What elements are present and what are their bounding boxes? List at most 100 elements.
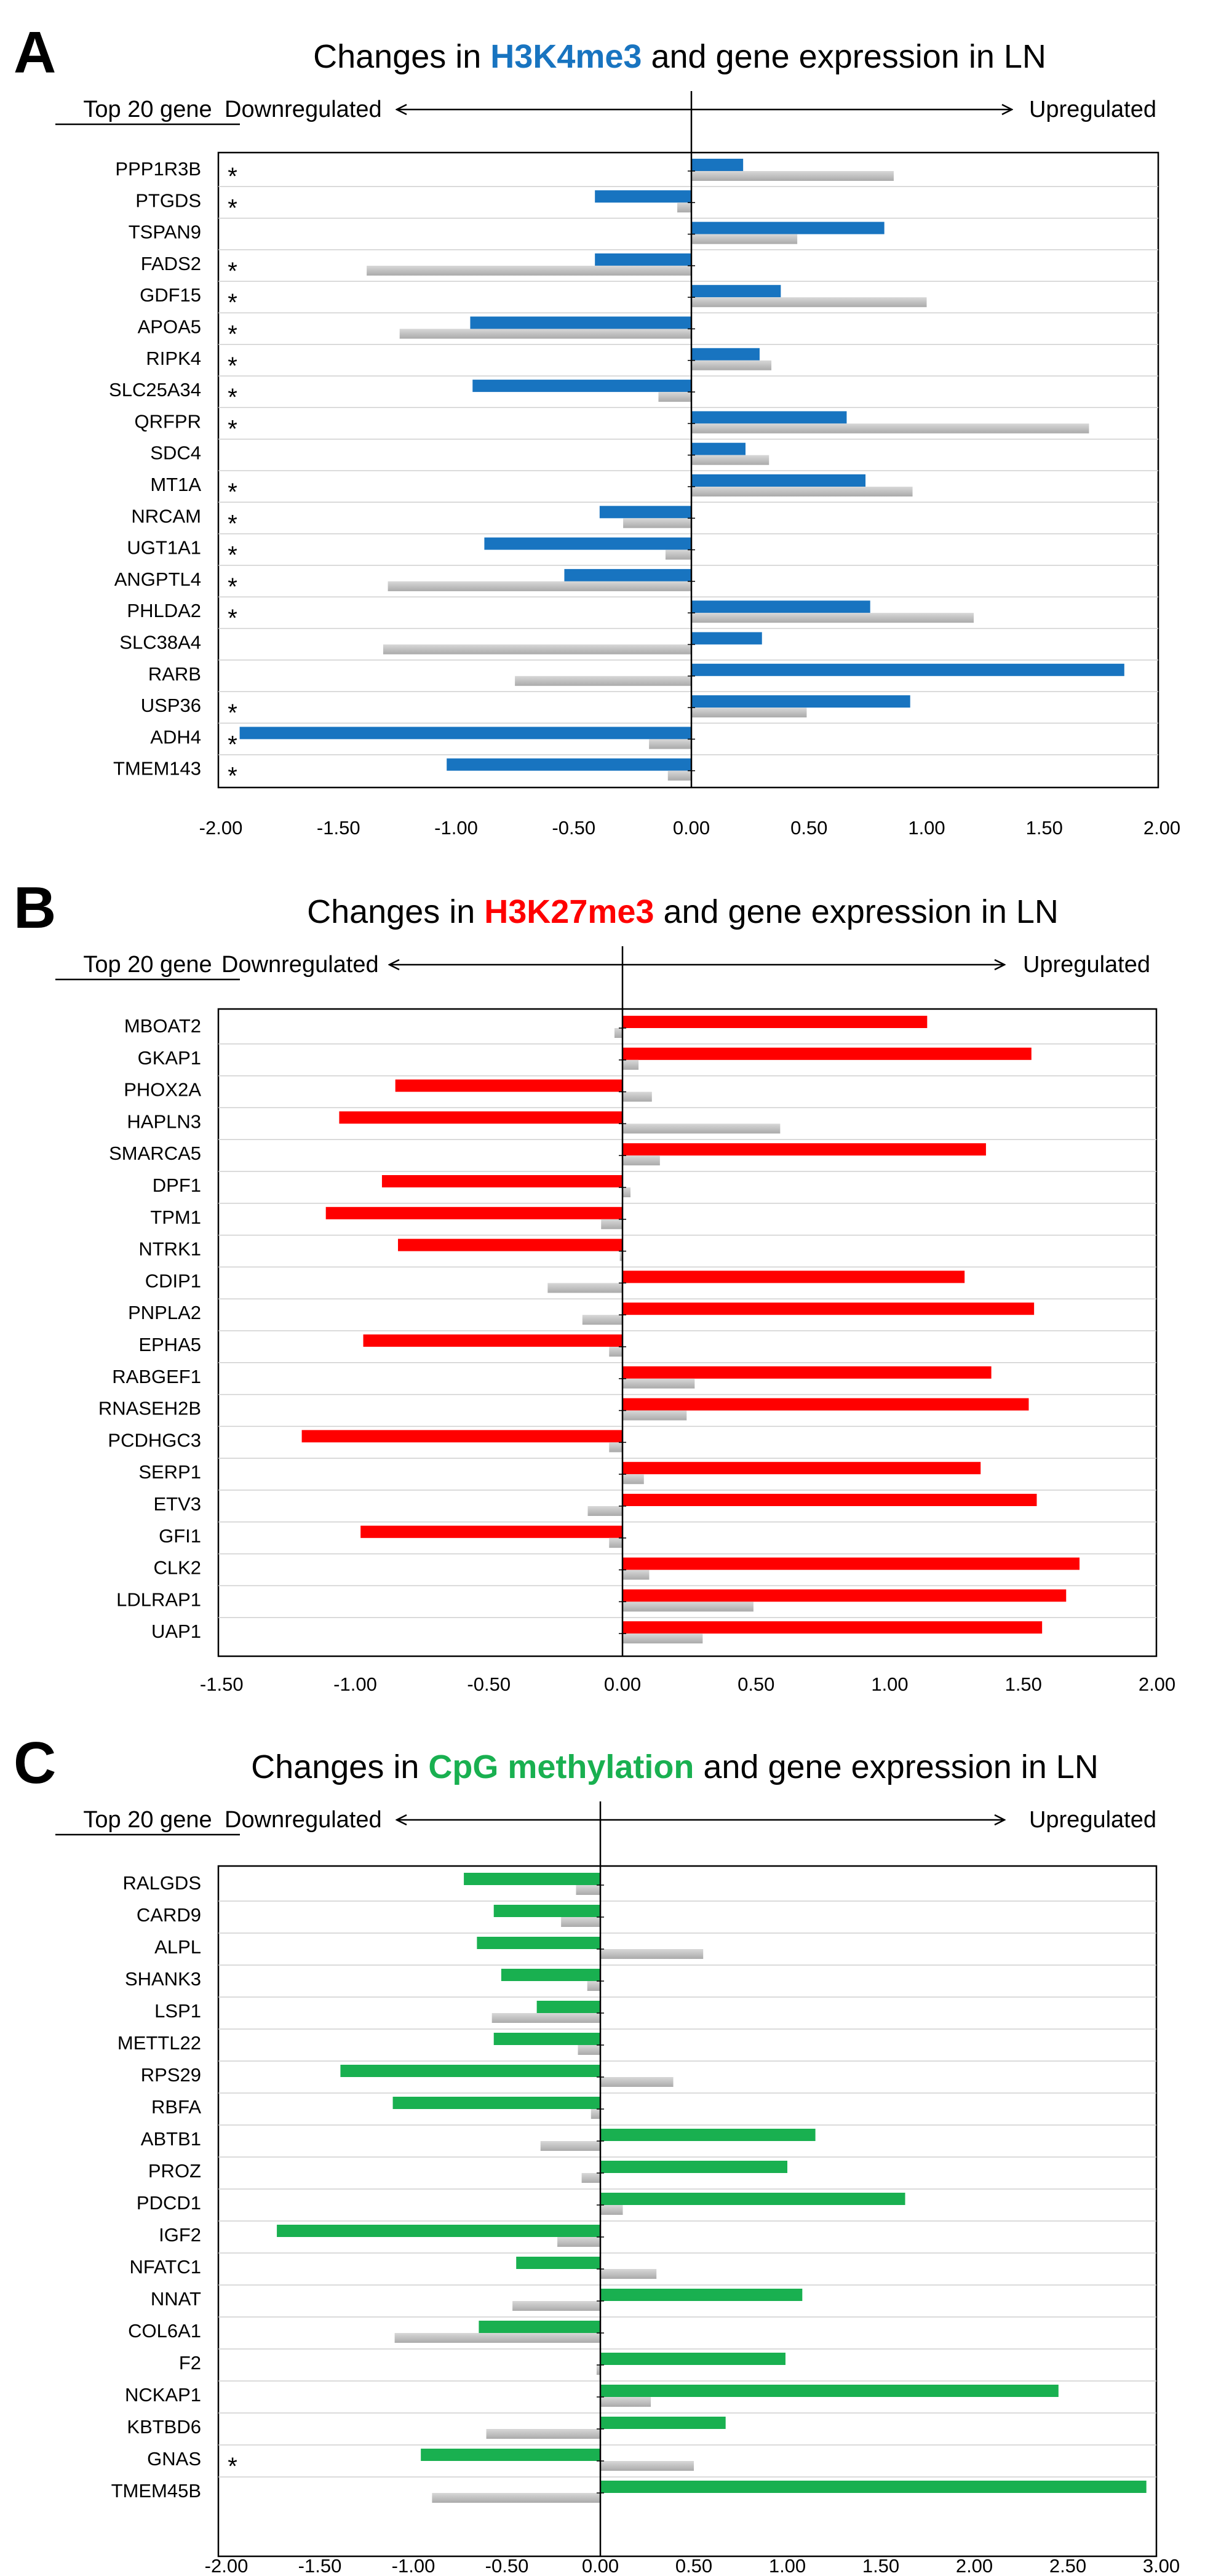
gene-label: SLC25A34	[109, 379, 201, 401]
mark-bar-sdc4	[691, 442, 746, 455]
gene-label: DPF1	[153, 1174, 201, 1196]
significance-star: *	[228, 731, 237, 758]
gene-label: SLC38A4	[119, 632, 201, 653]
expression-bar-tpm1	[601, 1219, 622, 1229]
expression-bar-ntrk1	[619, 1251, 622, 1261]
gene-label: MBOAT2	[124, 1015, 201, 1037]
expression-bar-serp1	[622, 1474, 644, 1485]
expression-bar-kbtbd6	[486, 2429, 600, 2439]
gene-label: QRFPR	[135, 410, 202, 432]
mark-bar-qrfpr	[691, 411, 847, 424]
x-tick-label: 0.00	[604, 1673, 641, 1695]
expression-bar-igf2	[557, 2237, 600, 2247]
chart-title: Changes in H3K4me3 and gene expression i…	[313, 38, 1046, 75]
x-tick-label: -1.50	[200, 1673, 244, 1695]
x-tick-label: 2.00	[1139, 1673, 1175, 1695]
significance-star: *	[228, 605, 237, 632]
mark-bar-rps29	[340, 2065, 600, 2077]
mark-bar-smarca5	[622, 1143, 986, 1156]
mark-bar-ntrk1	[398, 1238, 622, 1251]
expression-bar-mboat2	[614, 1028, 622, 1038]
gene-label: EPHA5	[138, 1334, 201, 1355]
gene-label: PNPLA2	[128, 1302, 201, 1323]
mark-bar-hapln3	[339, 1111, 622, 1124]
mark-bar-tmem45b	[600, 2481, 1147, 2493]
x-tick-label: -0.50	[485, 2555, 529, 2576]
gene-label: APOA5	[138, 316, 201, 338]
title-mark: H3K4me3	[490, 38, 642, 75]
expression-bar-gfi1	[609, 1537, 622, 1548]
gene-label: HAPLN3	[127, 1111, 201, 1132]
x-tick-label: -2.00	[205, 2555, 249, 2576]
gene-label: RALGDS	[123, 1872, 201, 1894]
mark-bar-igf2	[277, 2225, 601, 2237]
expression-bar-ripk4	[691, 360, 772, 370]
gene-label: USP36	[141, 695, 201, 716]
expression-bar-slc38a4	[383, 644, 691, 655]
gene-label: KBTBD6	[127, 2416, 201, 2438]
x-tick-label: 0.50	[790, 817, 827, 839]
mark-bar-phlda2	[691, 600, 870, 613]
gene-label: RBFA	[151, 2096, 201, 2118]
expression-bar-alpl	[600, 1949, 704, 1959]
expression-bar-phlda2	[691, 613, 974, 623]
panel-c: C Changes in CpG methylation and gene exp…	[14, 1730, 1180, 2576]
mark-bar-rarb	[691, 663, 1124, 676]
top-genes-header: Top 20 gene	[83, 952, 212, 978]
significance-star: *	[228, 763, 237, 790]
mark-bar-gdf15	[691, 285, 781, 298]
gene-label: NTRK1	[138, 1238, 201, 1260]
title-prefix: Changes in	[313, 38, 490, 75]
mark-bar-gfi1	[360, 1525, 622, 1538]
mark-bar-alpl	[477, 1937, 600, 1949]
expression-bar-apoa5	[399, 329, 691, 339]
gene-label: RIPK4	[146, 348, 201, 369]
gene-label: IGF2	[159, 2224, 201, 2246]
chart-title: Changes in H3K27me3 and gene expression …	[307, 893, 1059, 930]
expression-bar-phox2a	[622, 1091, 652, 1102]
chart-title: Changes in CpG methylation and gene expr…	[251, 1749, 1099, 1785]
title-suffix: and gene expression in LN	[642, 38, 1046, 75]
mark-bar-mboat2	[622, 1016, 928, 1028]
x-tick-label: 1.50	[1005, 1673, 1042, 1695]
expression-bar-shank3	[587, 1981, 600, 1991]
title-suffix: and gene expression in LN	[654, 893, 1058, 930]
gene-label: ABTB1	[141, 2128, 201, 2150]
mark-bar-slc38a4	[691, 632, 762, 645]
mark-bar-rabgef1	[622, 1366, 992, 1379]
mark-bar-ldlrap1	[622, 1589, 1067, 1602]
expression-bar-rabgef1	[622, 1378, 695, 1389]
mark-bar-proz	[600, 2161, 787, 2173]
gene-label: FADS2	[141, 253, 201, 274]
expression-bar-pdcd1	[600, 2205, 623, 2215]
mark-bar-ralgds	[464, 1873, 600, 1885]
x-tick-label: 1.00	[769, 2555, 806, 2576]
mark-bar-kbtbd6	[600, 2417, 726, 2429]
gene-label: TMEM143	[113, 758, 201, 780]
title-suffix: and gene expression in LN	[694, 1749, 1098, 1785]
expression-bar-slc25a34	[658, 392, 691, 402]
gene-label: RPS29	[141, 2064, 201, 2086]
expression-bar-ralgds	[576, 1885, 600, 1895]
expression-bar-hapln3	[622, 1123, 781, 1134]
x-tick-label: 0.00	[673, 817, 710, 839]
top-genes-header: Top 20 gene	[83, 1807, 212, 1833]
gene-label: RNASEH2B	[98, 1398, 201, 1419]
mark-bar-ppp1r3b	[691, 159, 744, 171]
mark-bar-rbfa	[392, 2097, 600, 2109]
significance-star: *	[228, 542, 237, 569]
mark-bar-usp36	[691, 695, 910, 708]
gene-label: GKAP1	[138, 1047, 201, 1069]
gene-label: PTGDS	[135, 189, 201, 211]
x-tick-label: -2.00	[199, 817, 243, 839]
expression-bar-ugt1a1	[665, 549, 691, 560]
expression-bar-rarb	[515, 676, 691, 686]
expression-bar-epha5	[609, 1347, 622, 1357]
panel-b: B Changes in H3K27me3 and gene expression…	[14, 875, 1175, 1695]
expression-bar-clk2	[622, 1569, 650, 1580]
plot-area	[217, 151, 1159, 789]
gene-label: METTL22	[117, 2032, 201, 2054]
mark-bar-tmem143	[447, 758, 691, 771]
mark-bar-ptgds	[595, 190, 691, 203]
mark-bar-ugt1a1	[484, 537, 691, 550]
